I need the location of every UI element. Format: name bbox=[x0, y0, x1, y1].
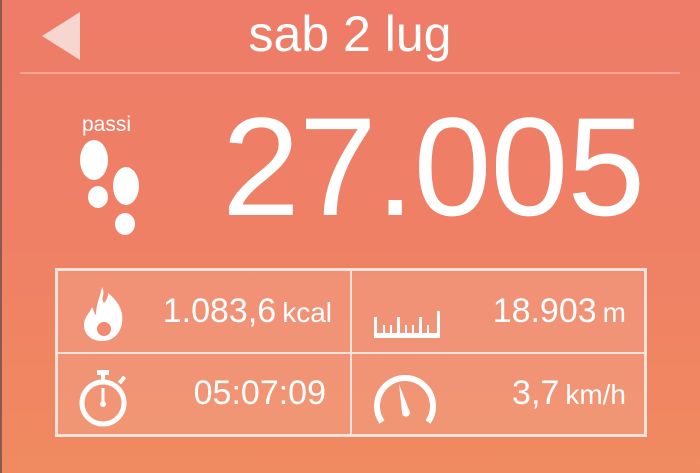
stats-grid: 1.083,6 kcal 18.903 m 05:07:09 3,7 km/h bbox=[55, 268, 647, 437]
speed-cell: 3,7 km/h bbox=[351, 352, 645, 435]
flame-icon bbox=[84, 287, 123, 341]
steps-count: 27.005 bbox=[222, 88, 645, 245]
ruler-icon bbox=[374, 311, 440, 338]
left-border bbox=[0, 0, 2, 473]
calories-cell: 1.083,6 kcal bbox=[57, 270, 351, 353]
speed-value: 3,7 km/h bbox=[512, 374, 626, 413]
calories-value: 1.083,6 kcal bbox=[162, 291, 332, 330]
distance-cell: 18.903 m bbox=[351, 270, 645, 353]
footprints-icon bbox=[80, 140, 139, 235]
distance-value: 18.903 m bbox=[492, 291, 626, 330]
steps-label: passi bbox=[82, 113, 132, 136]
back-triangle-icon[interactable] bbox=[42, 12, 80, 60]
speedometer-icon bbox=[374, 374, 436, 424]
stopwatch-icon bbox=[79, 369, 127, 426]
page-title: sab 2 lug bbox=[248, 6, 452, 62]
duration-cell: 05:07:09 bbox=[57, 352, 351, 435]
duration-value: 05:07:09 bbox=[193, 374, 326, 413]
header-divider bbox=[20, 72, 680, 74]
